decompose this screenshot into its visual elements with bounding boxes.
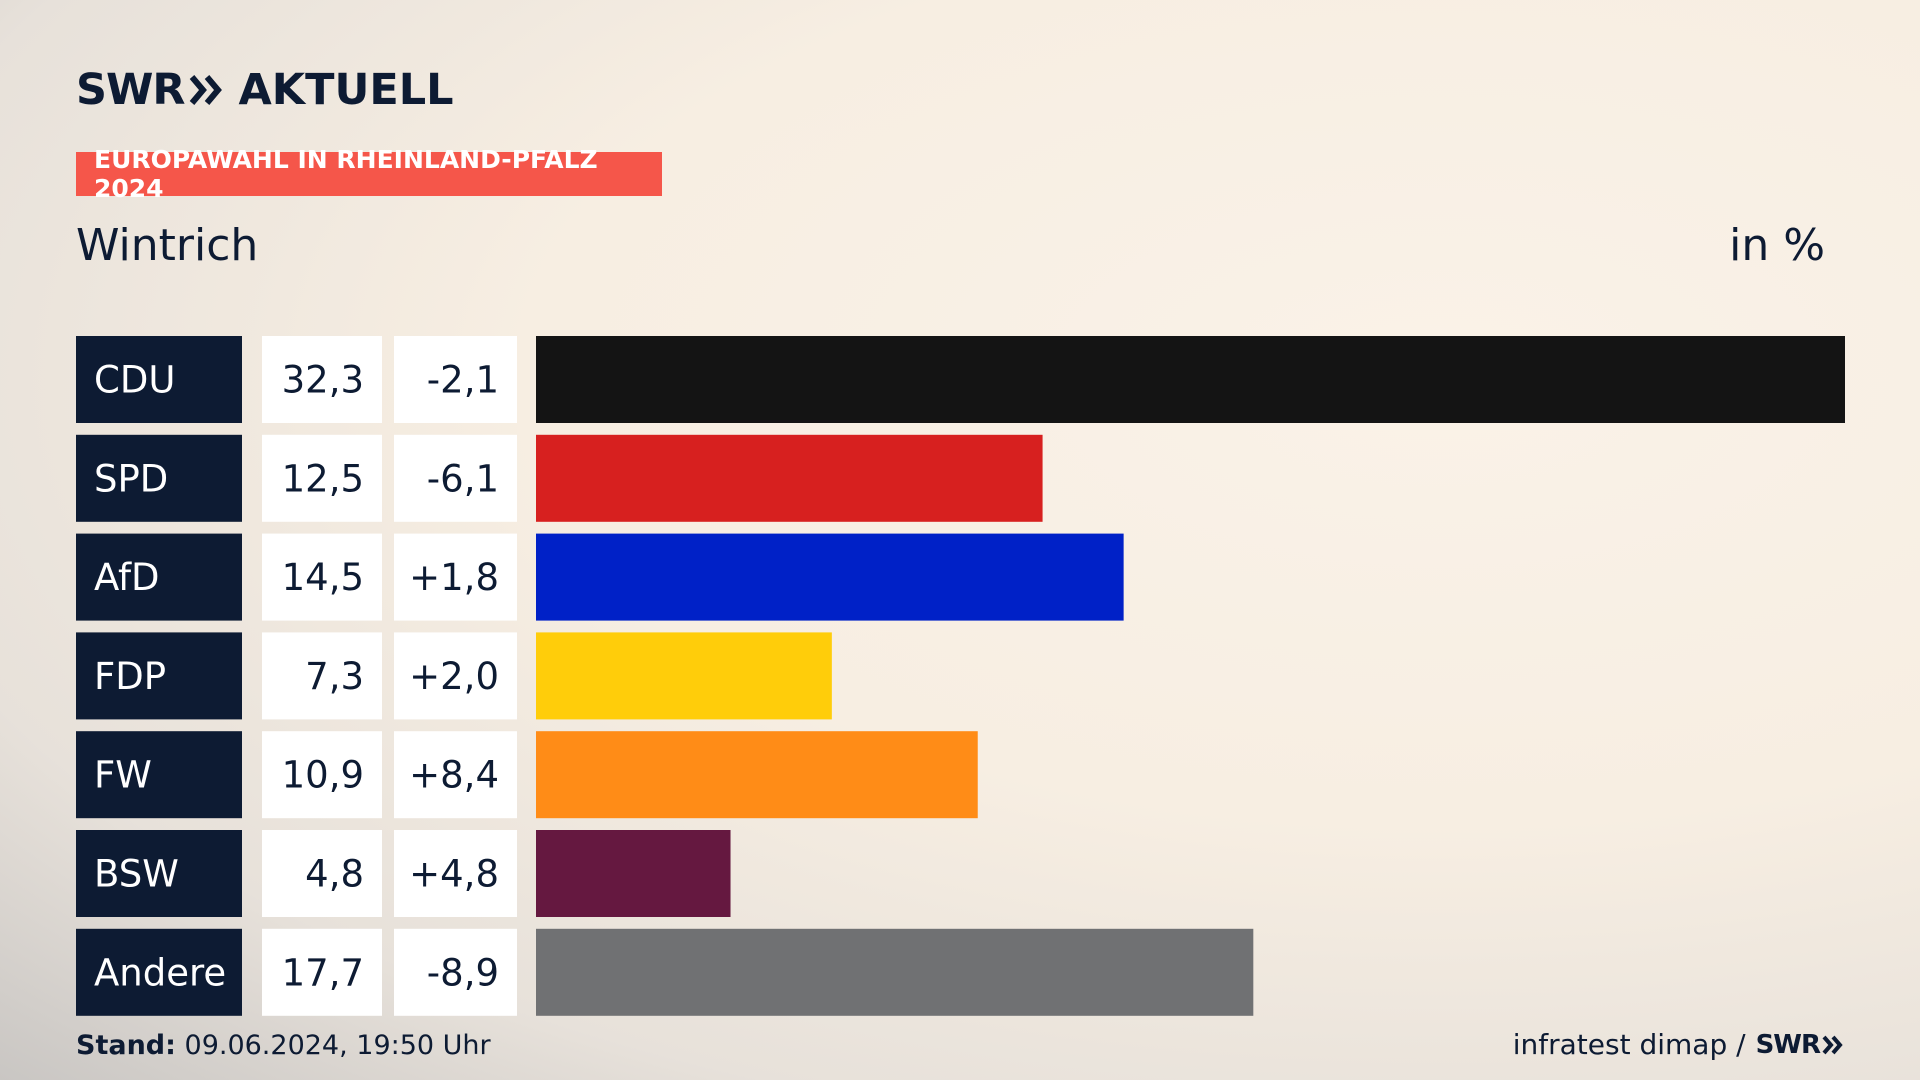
- party-label: BSW: [94, 853, 179, 896]
- change-box: [394, 928, 517, 1016]
- value-label: 17,7: [282, 951, 364, 994]
- change-label: +1,8: [409, 556, 499, 599]
- change-label: +8,4: [409, 754, 499, 797]
- change-label: -6,1: [427, 457, 499, 500]
- value-box: [262, 928, 382, 1016]
- party-label-box: [76, 434, 242, 522]
- swr-small-wordmark: SWR: [1755, 1029, 1821, 1060]
- change-box: [394, 533, 517, 621]
- bar: [536, 336, 1845, 423]
- party-label-box: [76, 731, 242, 819]
- party-label: CDU: [94, 359, 175, 402]
- party-label-box: [76, 533, 242, 621]
- value-label: 14,5: [282, 556, 364, 599]
- value-box: [262, 731, 382, 819]
- change-label: -8,9: [427, 951, 499, 994]
- bar: [536, 434, 1043, 522]
- value-box: [262, 632, 382, 720]
- value-box: [262, 533, 382, 621]
- bar: [536, 632, 832, 720]
- value-box: [262, 830, 382, 917]
- bar: [536, 928, 1254, 1016]
- value-label: 10,9: [282, 754, 364, 797]
- party-label-box: [76, 928, 242, 1016]
- change-label: +4,8: [409, 853, 499, 896]
- party-label: Andere: [94, 951, 226, 994]
- party-label-box: [76, 632, 242, 720]
- region-title: Wintrich: [76, 220, 259, 271]
- unit-label: in %: [1729, 220, 1825, 271]
- value-label: 12,5: [282, 457, 364, 500]
- value-box: [262, 434, 382, 522]
- change-box: [394, 731, 517, 819]
- value-box: [262, 336, 382, 423]
- party-label-box: [76, 336, 242, 423]
- source-text: infratest dimap /: [1512, 1028, 1746, 1061]
- change-box: [394, 434, 517, 522]
- change-box: [394, 830, 517, 917]
- timestamp: Stand: 09.06.2024, 19:50 Uhr: [76, 1030, 491, 1061]
- party-label: FW: [94, 754, 152, 797]
- party-label: SPD: [94, 457, 168, 500]
- change-label: -2,1: [427, 359, 499, 402]
- timestamp-label: Stand:: [76, 1030, 176, 1061]
- swr-aktuell-logo: SWR AKTUELL: [76, 65, 454, 115]
- value-label: 7,3: [305, 655, 364, 698]
- swr-wordmark: SWR: [76, 65, 186, 115]
- change-box: [394, 336, 517, 423]
- source-credit: infratest dimap / SWR: [1513, 1028, 1844, 1061]
- value-label: 4,8: [305, 853, 364, 896]
- bar: [536, 533, 1124, 621]
- change-box: [394, 632, 517, 720]
- value-label: 32,3: [282, 359, 364, 402]
- bar: [536, 731, 978, 819]
- aktuell-wordmark: AKTUELL: [238, 65, 454, 115]
- party-label: AfD: [94, 556, 160, 599]
- double-chevron-icon: [189, 75, 222, 105]
- party-label: FDP: [94, 655, 166, 698]
- timestamp-value: 09.06.2024, 19:50 Uhr: [184, 1030, 491, 1061]
- party-label-box: [76, 830, 242, 917]
- double-chevron-small-icon: [1822, 1035, 1843, 1054]
- change-label: +2,0: [409, 655, 499, 698]
- bar: [536, 830, 731, 917]
